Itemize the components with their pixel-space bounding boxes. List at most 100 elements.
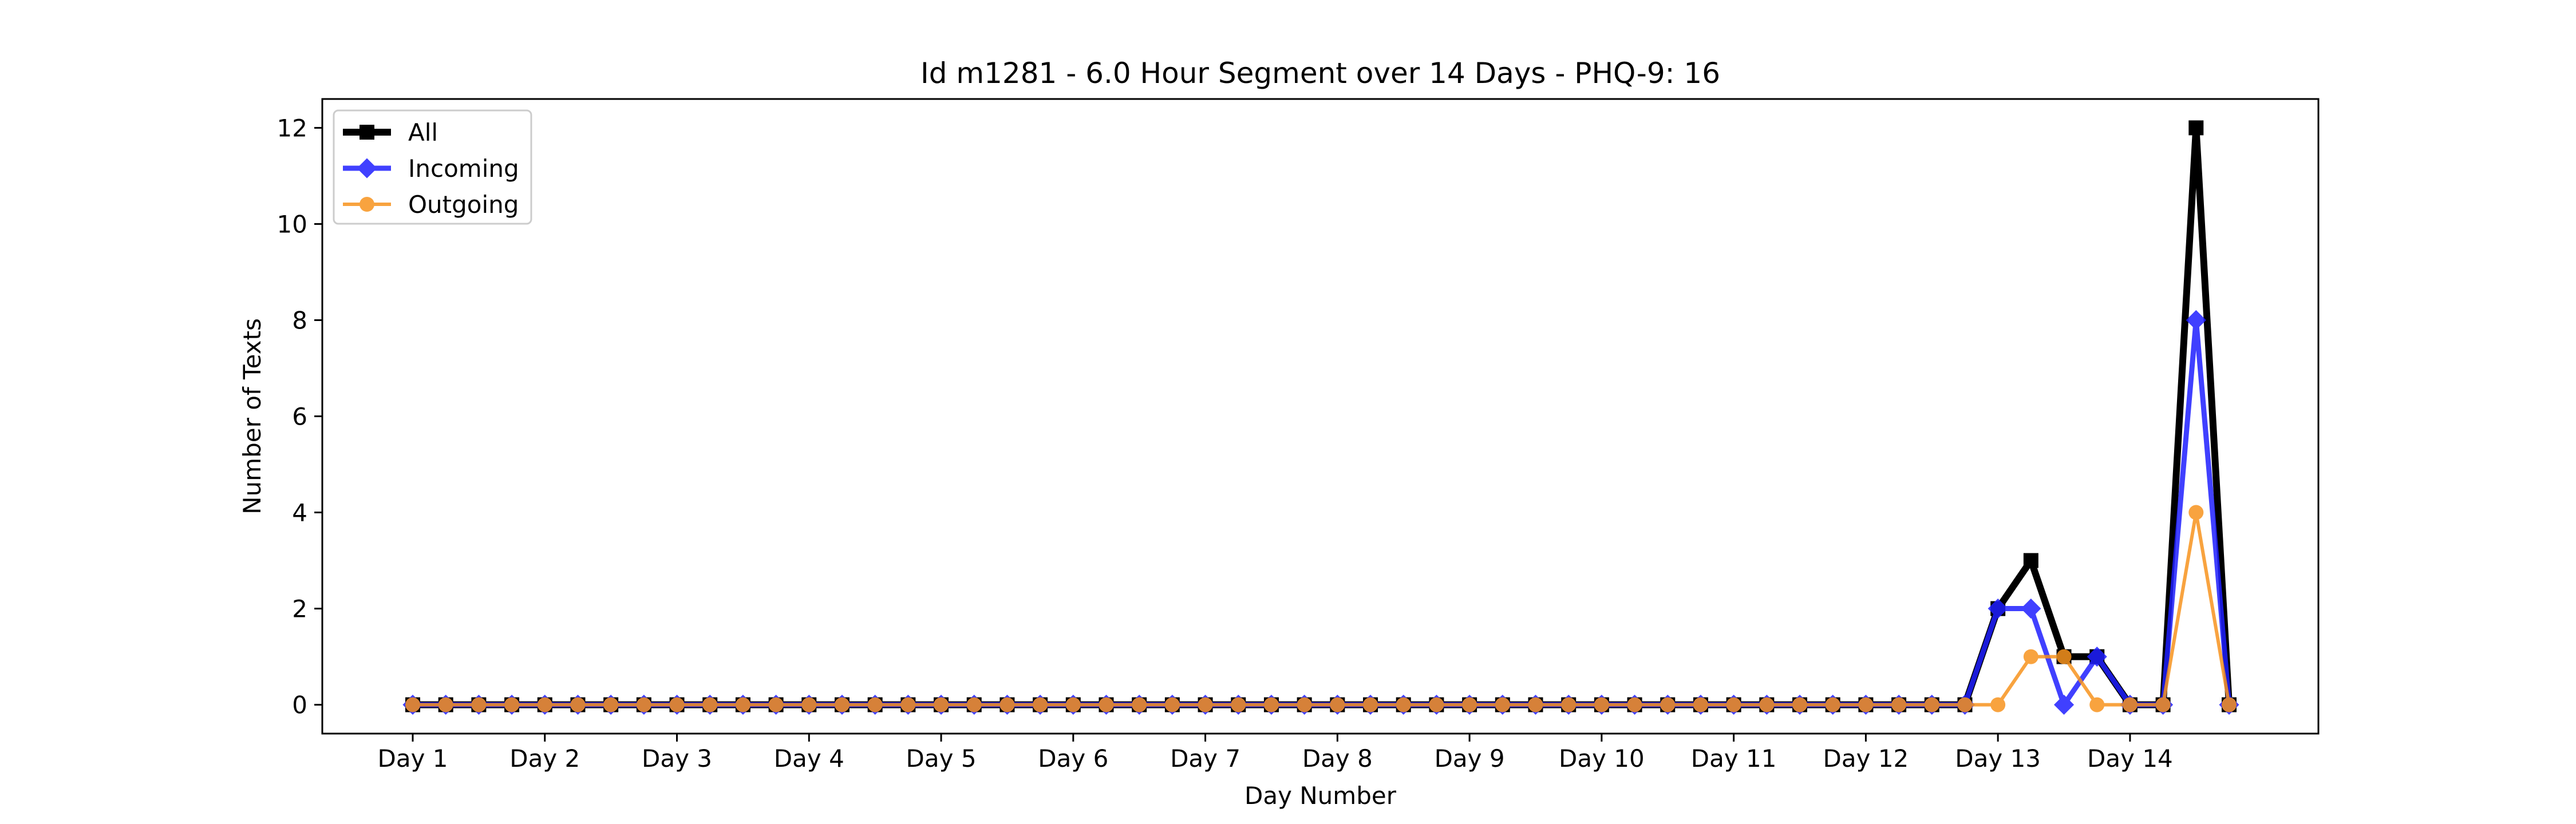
data-point-all [2188,120,2204,136]
series-line-outgoing [413,512,2231,707]
data-point-outgoing [2188,505,2204,520]
x-tick-label: Day 5 [906,744,977,772]
legend-swatch-marker [359,197,374,212]
data-point-incoming [2053,695,2075,715]
data-point-outgoing [636,697,651,712]
data-point-outgoing [1231,697,1246,712]
data-point-outgoing [537,697,552,712]
legend: All Incoming Outgoing [333,109,532,225]
x-tick-label: Day 13 [1955,744,2041,772]
x-tick-label: Day 11 [1691,744,1777,772]
series-line-all [413,128,2233,708]
series-all [405,120,2237,712]
data-point-outgoing [1528,697,1543,712]
data-point-outgoing [2056,649,2072,664]
chart-title: Id m1281 - 6.0 Hour Segment over 14 Days… [920,57,1720,90]
data-point-outgoing [471,697,487,712]
data-point-outgoing [1924,697,1939,712]
data-point-outgoing [1594,697,1609,712]
data-point-outgoing [768,697,784,712]
data-point-outgoing [966,697,982,712]
data-point-outgoing [1825,697,1840,712]
y-axis-title: Number of Texts [238,318,266,514]
data-point-outgoing [1561,697,1577,712]
x-tick-label: Day 2 [509,744,580,772]
data-point-outgoing [1957,697,1973,712]
x-tick-label: Day 7 [1170,744,1240,772]
data-point-outgoing [2089,697,2105,712]
data-point-all [2023,553,2038,568]
legend-item-all [343,125,391,140]
series-outgoing [405,505,2237,712]
data-point-outgoing [1693,697,1708,712]
y-tick-label: 2 [292,595,307,623]
data-point-outgoing [1363,697,1378,712]
data-point-outgoing [1330,697,1345,712]
data-point-outgoing [438,697,453,712]
y-tick-label: 0 [292,691,307,719]
data-point-incoming [2087,647,2107,667]
x-tick-label: Day 9 [1435,744,1505,772]
data-point-outgoing [1164,697,1180,712]
data-point-outgoing [900,697,916,712]
x-tick-label: Day 8 [1302,744,1373,772]
data-point-incoming [2186,310,2206,331]
data-point-outgoing [405,697,420,712]
data-point-outgoing [1033,697,1048,712]
data-point-outgoing [1660,697,1676,712]
data-point-outgoing [1198,697,1213,712]
data-point-outgoing [1132,697,1147,712]
data-point-incoming [1988,599,2008,619]
data-point-outgoing [1099,697,1114,712]
legend-swatch-marker [359,125,374,140]
data-point-outgoing [1792,697,1808,712]
x-tick-label: Day 14 [2087,744,2173,772]
x-axis-title: Day Number [1244,782,1397,810]
y-tick-label: 8 [292,306,307,334]
data-point-outgoing [1065,697,1081,712]
data-point-outgoing [2023,649,2038,664]
x-tick-label: Day 1 [377,744,448,772]
data-point-incoming [2021,599,2041,619]
legend-swatch-marker [357,158,377,179]
data-point-outgoing [735,697,750,712]
data-point-outgoing [1396,697,1411,712]
data-point-outgoing [1495,697,1510,712]
data-point-outgoing [570,697,586,712]
legend-label-incoming: Incoming [408,154,519,183]
y-tick-label: 6 [292,403,307,431]
legend-box [333,109,532,225]
data-point-outgoing [1462,697,1477,712]
series-incoming [402,310,2239,715]
data-point-outgoing [934,697,949,712]
data-point-outgoing [1429,697,1444,712]
data-point-outgoing [867,697,883,712]
y-tick-label: 12 [277,114,307,142]
data-point-outgoing [669,697,685,712]
data-point-outgoing [1990,697,2006,712]
x-tick-label: Day 3 [642,744,712,772]
data-point-outgoing [1297,697,1312,712]
data-point-outgoing [504,697,520,712]
y-tick-label: 4 [292,499,307,527]
series-line-incoming [413,320,2232,711]
plot-area [321,98,2320,735]
data-point-outgoing [999,697,1015,712]
x-tick-label: Day 4 [774,744,844,772]
data-point-outgoing [1891,697,1907,712]
legend-item-outgoing [343,197,391,212]
data-point-outgoing [1627,697,1642,712]
data-point-outgoing [801,697,817,712]
x-axis: Day 1 Day 2 Day 3 Day 4 Day 5 Day 6 Day 7 Day 8… [377,734,2173,772]
data-point-outgoing [603,697,619,712]
x-tick-label: Day 12 [1823,744,1909,772]
data-point-outgoing [2222,697,2237,712]
plot-frame [321,98,2320,735]
data-point-outgoing [1726,697,1741,712]
x-tick-label: Day 10 [1559,744,1645,772]
data-point-outgoing [1263,697,1279,712]
legend-item-incoming [343,158,391,179]
data-point-outgoing [1858,697,1874,712]
data-point-outgoing [1759,697,1775,712]
